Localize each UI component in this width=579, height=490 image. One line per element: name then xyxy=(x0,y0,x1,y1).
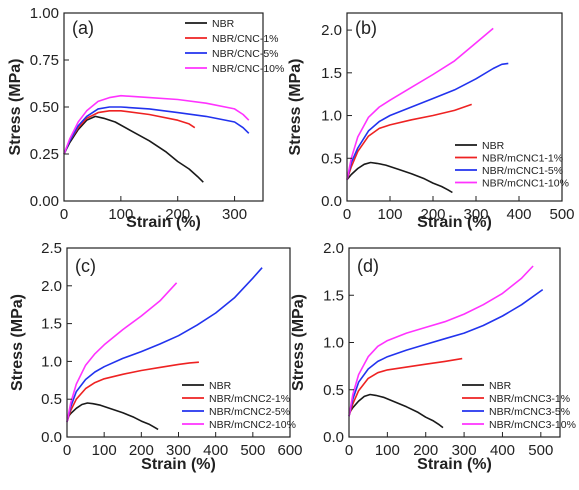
x-tick-label: 500 xyxy=(240,442,265,459)
series-line-1 xyxy=(63,115,204,183)
x-tick-label: 500 xyxy=(549,206,574,223)
legend-entry: NBR xyxy=(482,140,505,152)
x-tick-label: 100 xyxy=(377,206,402,223)
series-line-4 xyxy=(348,265,534,417)
x-tick-label: 600 xyxy=(277,442,302,459)
panel-label: (c) xyxy=(75,256,96,276)
legend-entry: NBR xyxy=(209,380,232,392)
panel-label: (d) xyxy=(357,256,379,276)
y-axis-label: Stress (MPa) xyxy=(7,59,24,156)
series-line-3 xyxy=(348,288,544,417)
y-tick-label: 2.0 xyxy=(323,240,344,257)
x-tick-label: 100 xyxy=(92,442,117,459)
legend-entry: NBR/CNC-5% xyxy=(212,48,279,60)
x-tick-label: 400 xyxy=(506,206,531,223)
legend-entry: NBR/mCNC2-10% xyxy=(209,419,296,431)
y-tick-label: 1.00 xyxy=(30,5,59,22)
y-tick-label: 1.0 xyxy=(323,335,344,352)
y-tick-label: 0.5 xyxy=(323,382,344,399)
x-tick-label: 0 xyxy=(60,206,68,223)
series-line-2 xyxy=(63,110,196,155)
x-axis-label: Strain (%) xyxy=(141,456,216,473)
y-tick-label: 0.0 xyxy=(41,429,62,446)
y-axis-label: Stress (MPa) xyxy=(9,294,26,391)
x-tick-label: 0 xyxy=(343,206,351,223)
x-tick-label: 0 xyxy=(345,442,353,459)
x-tick-label: 0 xyxy=(63,442,71,459)
x-axis-label: Strain (%) xyxy=(126,214,201,231)
x-tick-label: 300 xyxy=(463,206,488,223)
legend-entry: NBR/mCNC1-10% xyxy=(482,178,569,190)
legend-entry: NBR xyxy=(212,18,235,30)
y-tick-label: 0.00 xyxy=(30,193,59,210)
legend-entry: NBR xyxy=(489,380,512,392)
y-tick-label: 1.0 xyxy=(41,353,62,370)
y-tick-label: 1.0 xyxy=(321,108,342,125)
y-tick-label: 1.5 xyxy=(323,287,344,304)
x-tick-label: 400 xyxy=(490,442,515,459)
y-tick-label: 0.5 xyxy=(41,391,62,408)
x-tick-label: 200 xyxy=(420,206,445,223)
y-tick-label: 2.0 xyxy=(321,22,342,39)
legend-entry: NBR/CNC-1% xyxy=(212,33,279,45)
series-line-3 xyxy=(346,62,509,180)
x-tick-label: 300 xyxy=(166,442,191,459)
legend-entry: NBR/mCNC3-10% xyxy=(489,419,576,431)
legend-entry: NBR/mCNC1-1% xyxy=(482,153,563,165)
series-line-3 xyxy=(63,106,250,155)
legend-entry: NBR/mCNC2-5% xyxy=(209,406,290,418)
y-tick-label: 0.25 xyxy=(30,146,59,163)
chart-panel-2: 0 100 200 300 400 500 0.0 0.5 1.0 1.5 2.0 Strain (%… xyxy=(287,12,575,231)
y-tick-label: 1.5 xyxy=(321,65,342,82)
series-line-4 xyxy=(346,27,494,180)
series-line-1 xyxy=(346,161,453,194)
series-line-2 xyxy=(66,361,199,423)
panel-label: (b) xyxy=(355,18,377,38)
legend-entry: NBR/mCNC2-1% xyxy=(209,393,290,405)
y-axis-label: Stress (MPa) xyxy=(287,59,304,156)
y-tick-label: 0.0 xyxy=(323,429,344,446)
y-tick-label: 2.5 xyxy=(41,240,62,257)
x-tick-label: 200 xyxy=(129,442,154,459)
y-axis-label: Stress (MPa) xyxy=(290,294,307,391)
legend-entry: NBR/CNC-10% xyxy=(212,63,284,75)
chart-panel-3: 0 100 200 300 400 500 600 0.0 0.5 1.0 1.5 2.0 2.5 Str… xyxy=(9,240,303,473)
x-axis-label: Strain (%) xyxy=(417,456,492,473)
x-tick-label: 400 xyxy=(203,442,228,459)
series-line-2 xyxy=(348,357,463,417)
y-tick-label: 0.0 xyxy=(321,193,342,210)
series-line-2 xyxy=(346,103,472,180)
x-tick-label: 500 xyxy=(528,442,553,459)
legend-entry: NBR/mCNC1-5% xyxy=(482,165,563,177)
plot-frame xyxy=(346,12,563,202)
x-tick-label: 300 xyxy=(222,206,247,223)
x-tick-label: 100 xyxy=(375,442,400,459)
y-tick-label: 0.50 xyxy=(30,99,59,116)
y-tick-label: 0.5 xyxy=(321,150,342,167)
chart-panel-4: 0 100 200 300 400 500 0.0 0.5 1.0 1.5 2.0 Strain (%… xyxy=(290,240,576,473)
x-tick-label: 200 xyxy=(413,442,438,459)
series-line-4 xyxy=(63,94,250,155)
series-line-4 xyxy=(66,282,178,423)
y-tick-label: 1.5 xyxy=(41,316,62,333)
series-line-1 xyxy=(348,393,444,429)
x-tick-label: 100 xyxy=(108,206,133,223)
x-tick-label: 300 xyxy=(452,442,477,459)
series-line-3 xyxy=(66,267,263,423)
legend-entry: NBR/mCNC3-5% xyxy=(489,406,570,418)
y-tick-label: 2.0 xyxy=(41,278,62,295)
series-line-1 xyxy=(66,402,159,431)
legend-entry: NBR/mCNC3-1% xyxy=(489,393,570,405)
panel-label: (a) xyxy=(72,18,94,38)
y-tick-label: 0.75 xyxy=(30,52,59,69)
x-tick-label: 200 xyxy=(165,206,190,223)
chart-panel-1: 0 100 200 300 0.00 0.25 0.50 0.75 1.00 Strain (%)… xyxy=(7,5,284,231)
x-axis-label: Strain (%) xyxy=(417,214,492,231)
